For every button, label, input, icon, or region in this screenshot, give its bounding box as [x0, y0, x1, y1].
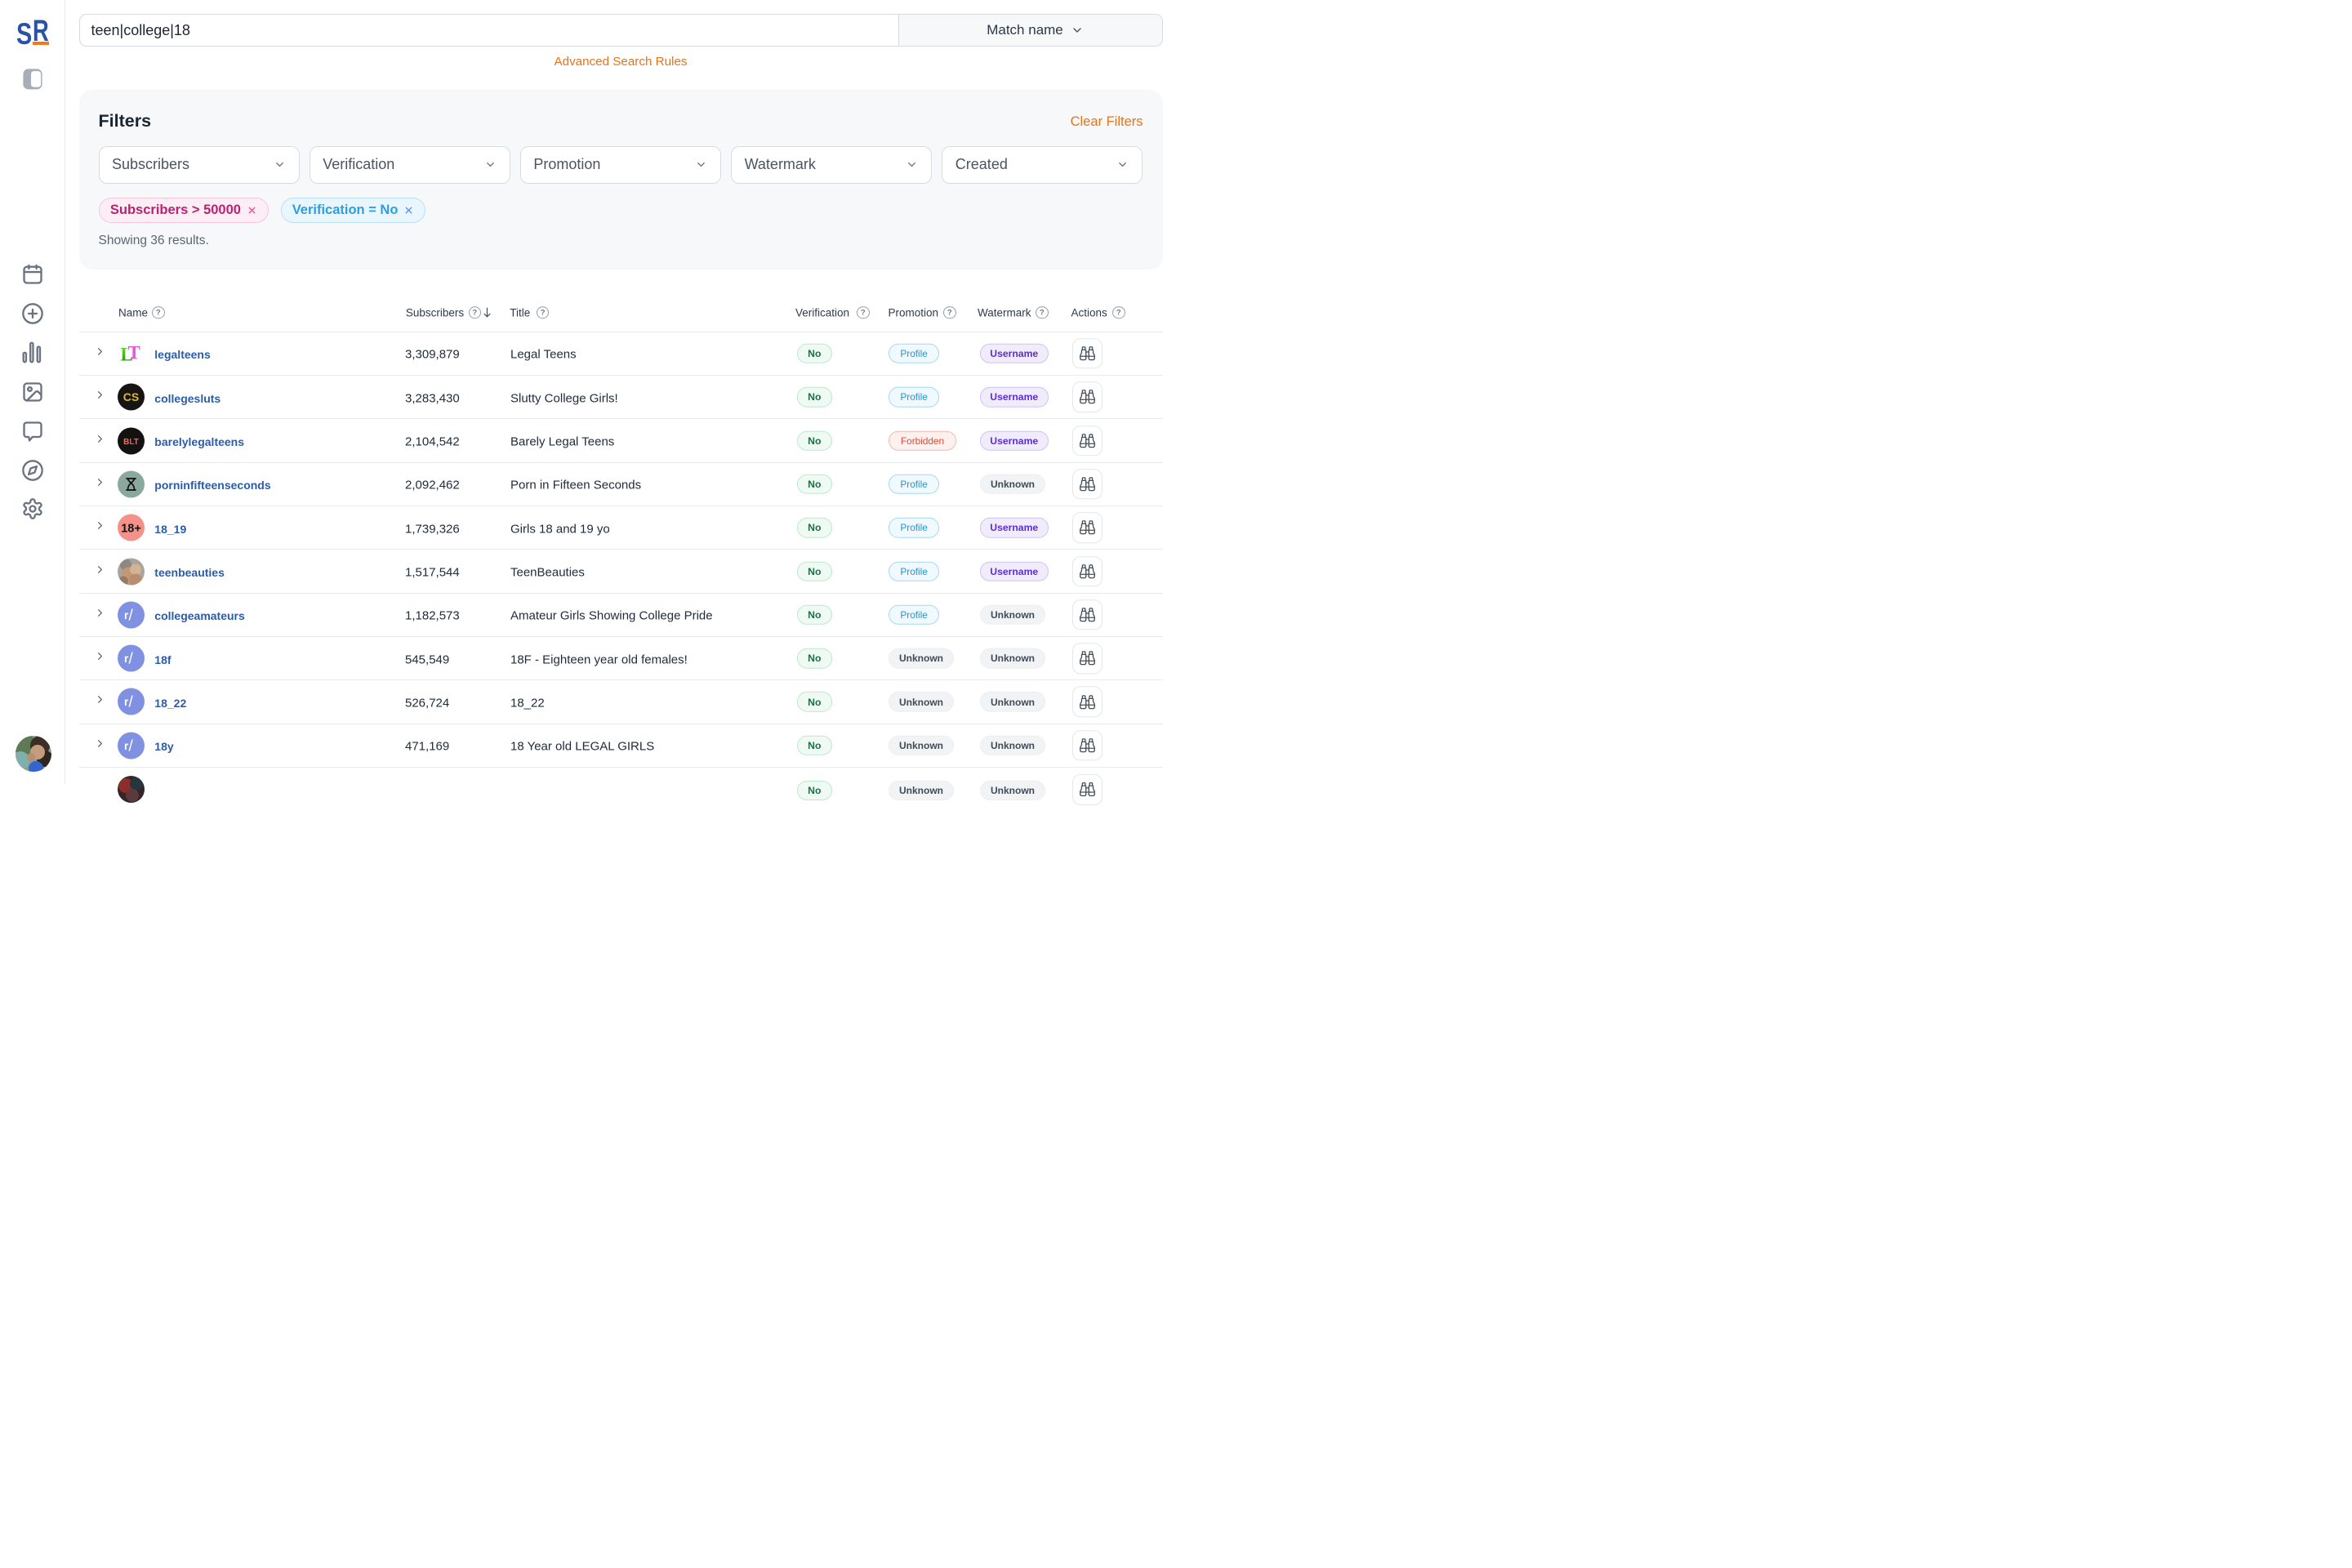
svg-text:/: /: [128, 651, 133, 668]
svg-text:/: /: [128, 694, 133, 711]
svg-text:r: r: [124, 740, 129, 752]
svg-text:18+: 18+: [121, 523, 141, 536]
svg-text:L: L: [120, 344, 132, 364]
svg-text:CS: CS: [122, 390, 138, 403]
svg-text:/: /: [128, 737, 133, 755]
svg-text:BLT: BLT: [123, 438, 139, 447]
svg-text:r: r: [124, 609, 129, 621]
svg-text:/: /: [128, 607, 133, 624]
svg-text:r: r: [124, 696, 129, 708]
svg-text:r: r: [124, 653, 129, 665]
svg-text:T: T: [127, 342, 140, 363]
